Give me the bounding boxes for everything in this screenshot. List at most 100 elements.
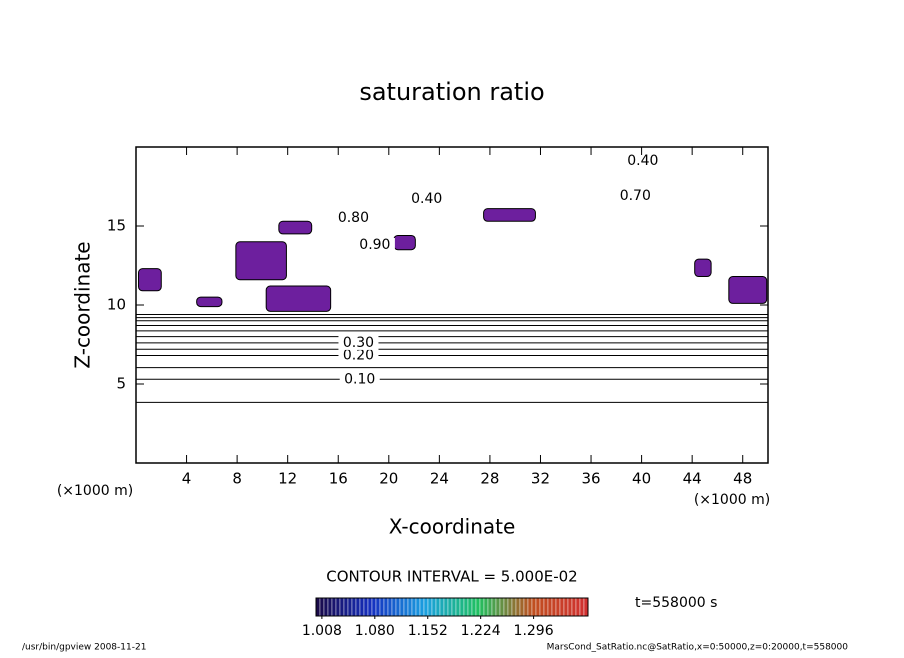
time-label: t=558000 s [635, 595, 717, 611]
colorbar-cell [555, 597, 561, 617]
colorbar-tick-label: 1.224 [461, 623, 501, 639]
colorbar-cell [531, 597, 537, 617]
colorbar-cell [391, 597, 397, 617]
contour-interval: CONTOUR INTERVAL = 5.000E-02 [326, 568, 577, 586]
contour-label-bg [333, 211, 374, 226]
colorbar-cell [451, 597, 457, 617]
y-tick-label: 5 [116, 375, 126, 393]
x-tick-label: 12 [278, 470, 297, 488]
shaded-region [265, 285, 332, 312]
colorbar-cell [503, 597, 509, 617]
colorbar-cell [383, 597, 389, 617]
colorbar-cell [515, 597, 521, 617]
colorbar-cell [559, 597, 565, 617]
colorbar-cell [475, 597, 481, 617]
contour-label-bg [338, 335, 379, 350]
colorbar-frame [315, 597, 589, 617]
contour-label: 0.40 [627, 153, 658, 169]
contour-label: 0.90 [359, 237, 390, 253]
colorbar-cell [511, 597, 517, 617]
contour-label-bg [338, 348, 379, 363]
colorbar-tick-label: 1.008 [302, 623, 342, 639]
colorbar-cell [315, 597, 321, 617]
colorbar-cell [359, 597, 365, 617]
x-tick-label: 4 [182, 470, 192, 488]
colorbar-cell [479, 597, 485, 617]
colorbar-cell [483, 597, 489, 617]
colorbar-cell [371, 597, 377, 617]
colorbar-cell [403, 597, 409, 617]
colorbar-cell [459, 597, 465, 617]
contour-label: 0.70 [620, 188, 651, 204]
y-axis-label: Z-coordinate [71, 241, 95, 368]
colorbar-cell [379, 597, 385, 617]
colorbar-cell [351, 597, 357, 617]
colorbar-cell [507, 597, 513, 617]
x-tick-label: 16 [329, 470, 348, 488]
colorbar-cell [375, 597, 381, 617]
y-tick-label: 15 [107, 217, 126, 235]
colorbar-cell [363, 597, 369, 617]
colorbar-cell [415, 597, 421, 617]
colorbar-cell [431, 597, 437, 617]
footer-right: MarsCond_SatRatio.nc@SatRatio,x=0:50000,… [547, 643, 849, 653]
x-axis-label: X-coordinate [389, 515, 516, 539]
contour-label-bg [615, 188, 656, 203]
colorbar-cell [471, 597, 477, 617]
shaded-region [393, 234, 416, 251]
colorbar-cell [335, 597, 341, 617]
x-tick-label: 20 [379, 470, 398, 488]
x-tick-label: 36 [581, 470, 600, 488]
shaded-region [278, 220, 313, 235]
footer-left: /usr/bin/gpview 2008-11-21 [22, 643, 146, 653]
y-tick-label: 10 [107, 296, 126, 314]
x-tick-label: 48 [733, 470, 752, 488]
colorbar-cell [423, 597, 429, 617]
colorbar-cell [395, 597, 401, 617]
x-tick-label: 8 [232, 470, 242, 488]
colorbar-cell [539, 597, 545, 617]
colorbar-cell [427, 597, 433, 617]
shaded-region [138, 268, 162, 292]
colorbar-cell [435, 597, 441, 617]
colorbar-cell [319, 597, 325, 617]
x-tick-label: 24 [430, 470, 449, 488]
colorbar-cell [579, 597, 585, 617]
colorbar-cell [419, 597, 425, 617]
colorbar-cell [439, 597, 445, 617]
colorbar-cell [571, 597, 577, 617]
colorbar-cell [327, 597, 333, 617]
colorbar-cell [583, 597, 589, 617]
colorbar-cell [387, 597, 393, 617]
colorbar-tick-label: 1.080 [355, 623, 395, 639]
colorbar-cell [455, 597, 461, 617]
colorbar-cell [399, 597, 405, 617]
colorbar-cell [463, 597, 469, 617]
contour-label: 0.30 [343, 335, 374, 351]
colorbar-cell [491, 597, 497, 617]
shaded-region [728, 276, 768, 304]
colorbar-cell [411, 597, 417, 617]
shaded-region [196, 296, 223, 308]
x-unit: (×1000 m) [694, 492, 770, 508]
colorbar-cell [527, 597, 533, 617]
colorbar-cell [551, 597, 557, 617]
colorbar-cell [563, 597, 569, 617]
colorbar-tick-label: 1.296 [514, 623, 554, 639]
colorbar-tick-label: 1.152 [408, 623, 448, 639]
shaded-region [694, 258, 712, 278]
colorbar-cell [407, 597, 413, 617]
colorbar-cell [343, 597, 349, 617]
x-tick-label: 28 [480, 470, 499, 488]
x-tick-label: 40 [632, 470, 651, 488]
chart-title: saturation ratio [359, 78, 544, 106]
colorbar-cell [543, 597, 549, 617]
colorbar-cell [575, 597, 581, 617]
x-tick-label: 32 [531, 470, 550, 488]
colorbar-cell [535, 597, 541, 617]
colorbar-cell [467, 597, 473, 617]
plot-area: 0.100.200.300.400.700.400.800.904 8 12 16 20… [107, 146, 769, 488]
colorbar-cell [339, 597, 345, 617]
